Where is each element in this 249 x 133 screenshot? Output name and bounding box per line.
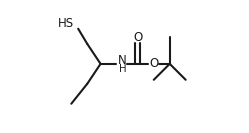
Text: O: O <box>133 31 142 44</box>
Text: N: N <box>118 54 127 67</box>
Text: H: H <box>119 64 126 74</box>
Text: O: O <box>149 57 158 70</box>
Text: HS: HS <box>58 17 74 30</box>
